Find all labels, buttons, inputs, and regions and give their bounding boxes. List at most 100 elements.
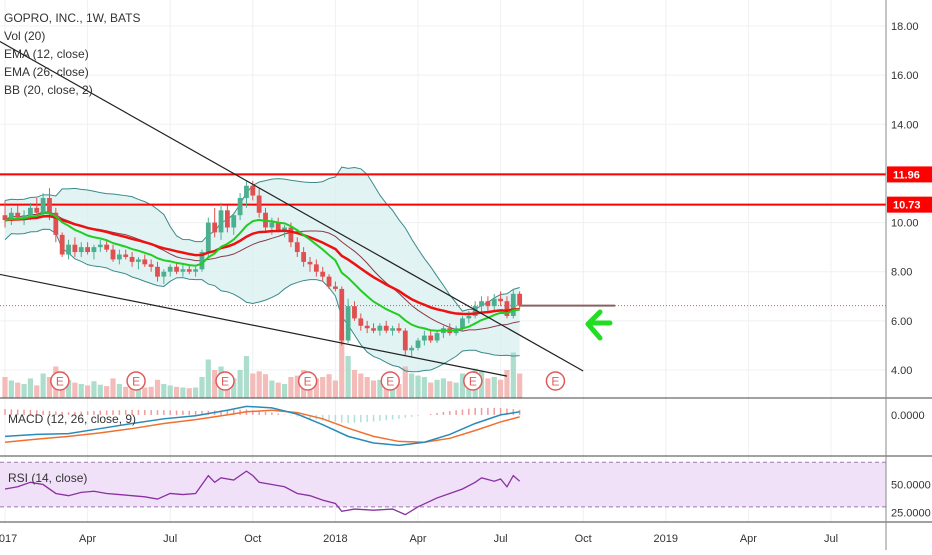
- candle-28: [180, 264, 186, 277]
- level-label-0: 11.96: [893, 169, 920, 181]
- candle-body-58: [371, 328, 376, 331]
- volume-bar-40: [256, 371, 262, 398]
- candle-10: [66, 239, 71, 260]
- volume-bar-36: [231, 378, 237, 398]
- candle-60: [383, 320, 389, 334]
- volume-bar-6: [40, 373, 46, 398]
- candle-19: [123, 249, 129, 260]
- volume-bar-71: [453, 382, 459, 398]
- candle-body-65: [415, 340, 421, 348]
- volume-bar-11: [72, 382, 78, 398]
- candle-54: [345, 298, 351, 343]
- volume-bar-44: [281, 384, 288, 398]
- volume-bar-14: [91, 381, 97, 398]
- candle-body-67: [428, 335, 434, 341]
- earnings-marker-label-4: E: [386, 375, 394, 389]
- x-tick-label-8: 2019: [654, 533, 678, 545]
- candle-68: [434, 330, 440, 343]
- candle-40: [256, 188, 262, 218]
- candle-body-30: [193, 269, 199, 272]
- x-tick-label-10: Jul: [824, 533, 838, 545]
- volume-bar-18: [116, 384, 122, 398]
- volume-bar-66: [421, 377, 427, 398]
- candle-55: [352, 301, 357, 321]
- earnings-marker-circle-2: [215, 371, 235, 391]
- volume-bar-80: [510, 352, 516, 398]
- candle-22: [142, 254, 148, 267]
- earnings-marker-circle-3: [297, 371, 318, 391]
- candle-49: [313, 259, 319, 277]
- earnings-marker-label-5: E: [469, 375, 477, 389]
- volume-bar-72: [459, 373, 466, 398]
- candle-body-81: [517, 293, 523, 306]
- volume-bar-70: [447, 381, 453, 398]
- candle-48: [307, 256, 313, 272]
- candle-body-22: [142, 259, 148, 265]
- rsi-band: [0, 462, 886, 507]
- candle-64: [409, 345, 415, 358]
- volume-bar-15: [97, 384, 103, 398]
- candle-body-7: [47, 198, 52, 213]
- volume-bar-32: [205, 359, 211, 398]
- candle-13: [85, 242, 90, 255]
- volume-bar-16: [104, 386, 110, 398]
- price-tick-label-6: 18.00: [891, 21, 919, 33]
- candle-47: [301, 247, 307, 267]
- candle-38: [244, 180, 249, 208]
- earnings-marker-label-2: E: [221, 375, 229, 389]
- volume-bar-69: [440, 378, 447, 398]
- candle-67: [428, 330, 434, 343]
- volume-bar-19: [123, 386, 129, 398]
- volume-bar-65: [415, 375, 421, 398]
- legend-bollinger: BB (20, close, 2): [4, 83, 93, 97]
- candle-body-10: [66, 244, 71, 255]
- volume-bar-78: [498, 379, 504, 398]
- earnings-marker-1: E: [126, 371, 146, 391]
- candle-body-77: [491, 298, 497, 307]
- candle-body-28: [180, 269, 186, 272]
- candle-81: [517, 291, 523, 309]
- candle-body-61: [390, 328, 395, 331]
- bollinger-lower: [4, 228, 520, 373]
- candle-16: [104, 239, 110, 253]
- legend-ema12: EMA (12, close): [4, 47, 89, 61]
- candle-body-79: [504, 301, 510, 316]
- candle-body-31: [199, 252, 205, 270]
- volume-bar-79: [504, 370, 510, 398]
- candle-32: [205, 217, 211, 257]
- candle-body-8: [53, 212, 59, 235]
- candle-body-5: [34, 207, 40, 213]
- volume-bar-3: [21, 384, 27, 398]
- candle-17: [110, 244, 116, 262]
- rsi-tick-label-1: 25.0000: [891, 507, 931, 519]
- chart-title: GOPRO, INC., 1W, BATS: [4, 11, 140, 25]
- rsi-pane: [0, 461, 886, 516]
- candle-62: [396, 323, 402, 334]
- candle-79: [504, 296, 510, 319]
- x-tick-label-7: Oct: [575, 533, 592, 545]
- candle-body-54: [345, 306, 351, 341]
- candle-body-12: [78, 247, 84, 253]
- volume-bar-29: [186, 388, 192, 398]
- x-tick-label-4: 2018: [323, 533, 347, 545]
- candle-61: [390, 325, 395, 336]
- candle-46: [294, 237, 300, 257]
- x-tick-label-2: Jul: [163, 533, 177, 545]
- volume-bar-52: [332, 380, 338, 398]
- price-tick-label-5: 16.00: [891, 70, 919, 82]
- candle-body-27: [174, 266, 179, 272]
- earnings-marker-label-1: E: [132, 375, 140, 389]
- candle-body-55: [352, 306, 357, 319]
- candle-5: [34, 198, 40, 216]
- volume-bar-43: [275, 382, 281, 398]
- earnings-marker-0: E: [50, 371, 70, 391]
- candle-25: [161, 269, 167, 284]
- candle-body-11: [72, 244, 78, 253]
- candle-body-23: [148, 264, 154, 267]
- level-label-1: 10.73: [893, 200, 921, 212]
- candle-body-72: [460, 318, 465, 329]
- earnings-marker-circle-0: [50, 371, 70, 391]
- candle-body-21: [136, 259, 141, 262]
- volume-bar-21: [135, 385, 142, 398]
